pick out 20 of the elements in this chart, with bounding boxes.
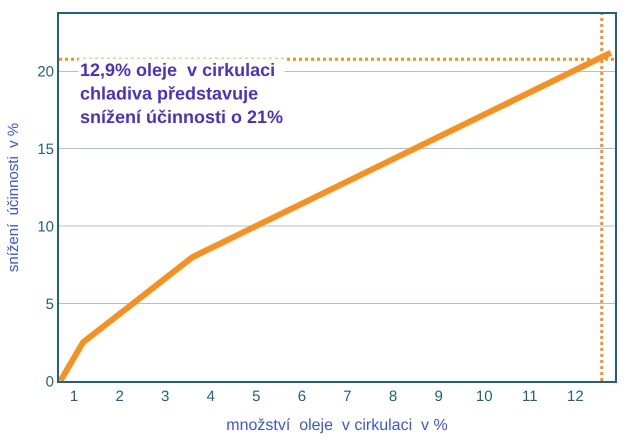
x-axis-title: množství oleje v cirkulaci v % [226, 417, 448, 434]
y-axis-title: snížení účinnosti v % [5, 122, 22, 272]
x-tick-label: 6 [298, 388, 306, 405]
y-tick-label: 20 [37, 64, 54, 81]
x-tick-label: 12 [567, 388, 584, 405]
x-tick-label: 1 [70, 388, 78, 405]
x-tick-label: 5 [252, 388, 260, 405]
x-tick-label: 9 [434, 388, 443, 405]
x-tick-label: 7 [343, 388, 352, 405]
x-tick-label: 10 [476, 388, 493, 405]
x-tick-label: 11 [522, 388, 538, 405]
y-tick-label: 10 [37, 218, 54, 236]
annotation: 12,9% oleje v cirkulaci chladiva představuje snížení účinnosti o 21% [80, 60, 284, 127]
x-tick-label: 8 [388, 388, 398, 405]
y-tick-label: 5 [46, 296, 54, 313]
y-tick-label: 0 [46, 373, 54, 390]
x-tick-label: 3 [161, 388, 170, 405]
y-tick-label: 15 [37, 140, 54, 158]
x-tick-label: 2 [115, 388, 124, 405]
x-tick-label: 4 [206, 388, 215, 405]
